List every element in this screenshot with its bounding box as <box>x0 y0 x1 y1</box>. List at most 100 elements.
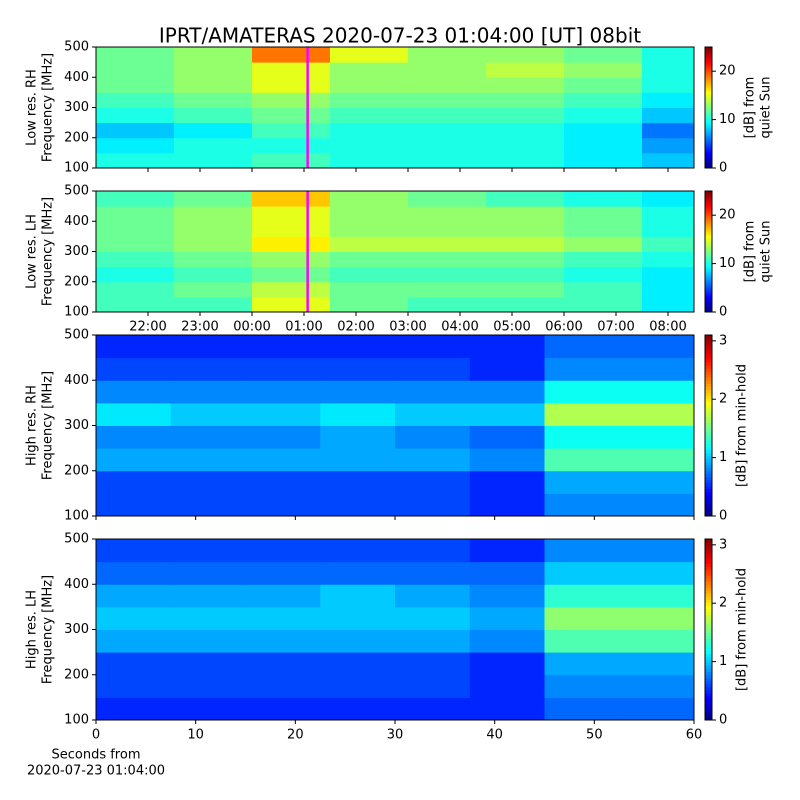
heatmap-cell <box>395 697 471 721</box>
heatmap-cell <box>564 251 643 268</box>
heatmap-cell <box>642 236 695 252</box>
colorbar-swatch <box>705 647 712 652</box>
heatmap-cell <box>245 697 321 721</box>
heatmap-cell <box>174 191 253 207</box>
heatmap-cell <box>96 281 175 298</box>
colorbar-swatch <box>705 392 712 396</box>
heatmap-cell <box>252 47 331 63</box>
colorbar-swatch <box>705 500 712 505</box>
colorbar-swatch <box>705 255 712 259</box>
heatmap-cell <box>320 629 396 653</box>
colorbar-swatch <box>705 371 712 375</box>
colorbar-swatch <box>705 335 712 339</box>
heatmap-cell <box>619 561 695 585</box>
colorbar-swatch <box>705 380 712 384</box>
colorbar-swatch <box>705 632 712 637</box>
heatmap-cell <box>469 493 545 517</box>
colorbar-swatch <box>705 569 712 573</box>
heatmap-cell <box>96 221 175 237</box>
colorbar-swatch <box>705 81 712 84</box>
colorbar-swatch <box>705 75 712 78</box>
heatmap-cell <box>544 561 620 585</box>
colorbar-swatch <box>705 629 712 634</box>
heatmap-cell <box>408 77 487 93</box>
heatmap-cell <box>170 652 246 676</box>
heatmap-cell <box>486 251 565 268</box>
heatmap-cell <box>544 335 620 359</box>
heatmap-cell <box>96 266 175 283</box>
colorbar-swatch <box>705 560 712 564</box>
heatmap-cell <box>245 584 321 608</box>
colorbar-swatch <box>705 155 712 159</box>
heatmap-cell <box>174 266 253 283</box>
heatmap-cell <box>544 493 620 517</box>
heatmap-cell <box>408 266 487 283</box>
heatmap-cell <box>619 652 695 676</box>
heatmap-cell <box>486 47 565 63</box>
heatmap-cell <box>252 191 331 207</box>
colorbar-swatch <box>705 488 712 493</box>
colorbar-swatch <box>705 476 712 481</box>
colorbar-swatch <box>705 683 712 688</box>
heatmap-cell <box>469 357 545 381</box>
heatmap-cell <box>642 206 695 222</box>
x-tick-label: 60 <box>686 728 703 743</box>
heatmap-cell <box>174 137 253 154</box>
colorbar-swatch <box>705 686 712 691</box>
colorbar-swatch <box>705 590 712 594</box>
colorbar-swatch <box>705 83 712 86</box>
heatmap-cell <box>564 152 643 169</box>
colorbar-swatch <box>705 701 712 706</box>
colorbar-swatch <box>705 151 712 155</box>
colorbar-swatch <box>705 223 712 226</box>
y-tick-label: 500 <box>64 532 89 547</box>
heatmap-cell <box>320 448 396 472</box>
colorbar-swatch <box>705 641 712 646</box>
heatmap-cell <box>170 697 246 721</box>
heatmap-cell <box>564 77 643 93</box>
heatmap-cell <box>619 539 695 563</box>
heatmap-cell <box>96 448 172 472</box>
colorbar <box>705 335 712 517</box>
colorbar-swatch <box>705 698 712 703</box>
colorbar-swatch <box>705 377 712 381</box>
colorbar-swatch <box>705 422 712 426</box>
heatmap-cell <box>170 380 246 404</box>
colorbar-swatch <box>705 117 712 121</box>
heatmap-cell <box>170 584 246 608</box>
heatmap-cell <box>469 380 545 404</box>
colorbar-swatch <box>705 539 712 543</box>
colorbar-swatch <box>705 199 712 202</box>
heatmap-cell <box>619 697 695 721</box>
colorbar-swatch <box>705 692 712 697</box>
heatmap-cell <box>469 425 545 449</box>
colorbar-swatch <box>705 159 712 163</box>
heatmap-cell <box>395 652 471 676</box>
colorbar-tick-label: 10 <box>719 256 736 271</box>
heatmap-cell <box>564 266 643 283</box>
colorbar-label: quiet Sun <box>759 76 774 138</box>
heatmap-cell <box>170 425 246 449</box>
colorbar <box>705 539 712 721</box>
x-tick-label: 50 <box>586 728 603 743</box>
colorbar-swatch <box>705 281 712 285</box>
colorbar-swatch <box>705 449 712 454</box>
figure-title: IPRT/AMATERAS 2020-07-23 01:04:00 [UT] 0… <box>159 24 641 48</box>
heatmap-cell <box>486 92 565 108</box>
y-tick-label: 400 <box>64 373 89 388</box>
colorbar-frame <box>704 538 713 721</box>
x-tick-label: 23:00 <box>181 320 218 335</box>
y-tick-label: 400 <box>64 214 89 229</box>
heatmap-cell <box>252 152 331 169</box>
heatmap-cell <box>174 107 253 124</box>
colorbar-swatch <box>705 623 712 627</box>
heatmap-cell <box>320 652 396 676</box>
colorbar-tick-label: 0 <box>719 305 727 320</box>
colorbar-swatch <box>705 141 712 145</box>
colorbar-swatch <box>705 101 712 104</box>
heatmap-cell <box>96 137 175 154</box>
heatmap-cell <box>330 206 409 222</box>
colorbar-swatch <box>705 231 712 234</box>
colorbar-swatch <box>705 677 712 682</box>
colorbar-swatch <box>705 301 712 305</box>
